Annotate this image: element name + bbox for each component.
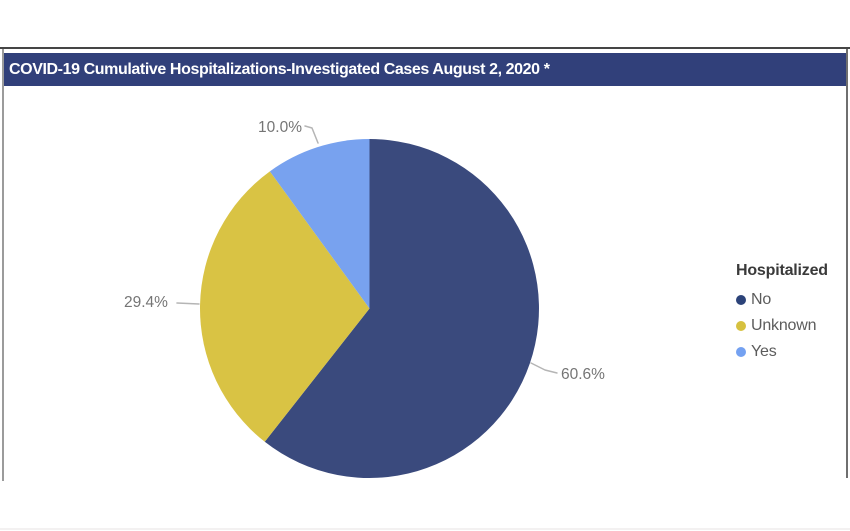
- leader-line-no: [530, 362, 558, 374]
- legend-item-unknown[interactable]: Unknown: [736, 313, 846, 339]
- legend-swatch-unknown: [736, 321, 746, 331]
- leader-line-yes: [304, 125, 319, 144]
- chart-title: COVID-19 Cumulative Hospitalizations-Inv…: [9, 60, 550, 78]
- legend-swatch-yes: [736, 347, 746, 357]
- legend-label-unknown: Unknown: [751, 317, 817, 334]
- leader-line-unknown: [176, 302, 200, 305]
- panel-top-border: [0, 47, 850, 49]
- legend-item-no[interactable]: No: [736, 287, 846, 313]
- legend: Hospitalized No Unknown Yes: [736, 262, 846, 365]
- panel-right-border: [846, 49, 848, 478]
- legend-title: Hospitalized: [736, 262, 828, 279]
- chart-title-bar: COVID-19 Cumulative Hospitalizations-Inv…: [4, 53, 846, 86]
- legend-label-yes: Yes: [751, 343, 777, 360]
- data-label-unknown: 29.4%: [124, 294, 168, 311]
- data-label-yes: 10.0%: [258, 119, 302, 136]
- legend-item-yes[interactable]: Yes: [736, 339, 846, 365]
- data-label-no: 60.6%: [561, 366, 605, 383]
- panel-bottom-line: [0, 528, 850, 530]
- panel-left-border: [2, 49, 4, 481]
- pie-slice-no[interactable]: [264, 139, 539, 479]
- pie-slice-yes[interactable]: [269, 139, 370, 309]
- pie-slice-unknown[interactable]: [199, 171, 370, 442]
- legend-swatch-no: [736, 295, 746, 305]
- legend-label-no: No: [751, 291, 772, 308]
